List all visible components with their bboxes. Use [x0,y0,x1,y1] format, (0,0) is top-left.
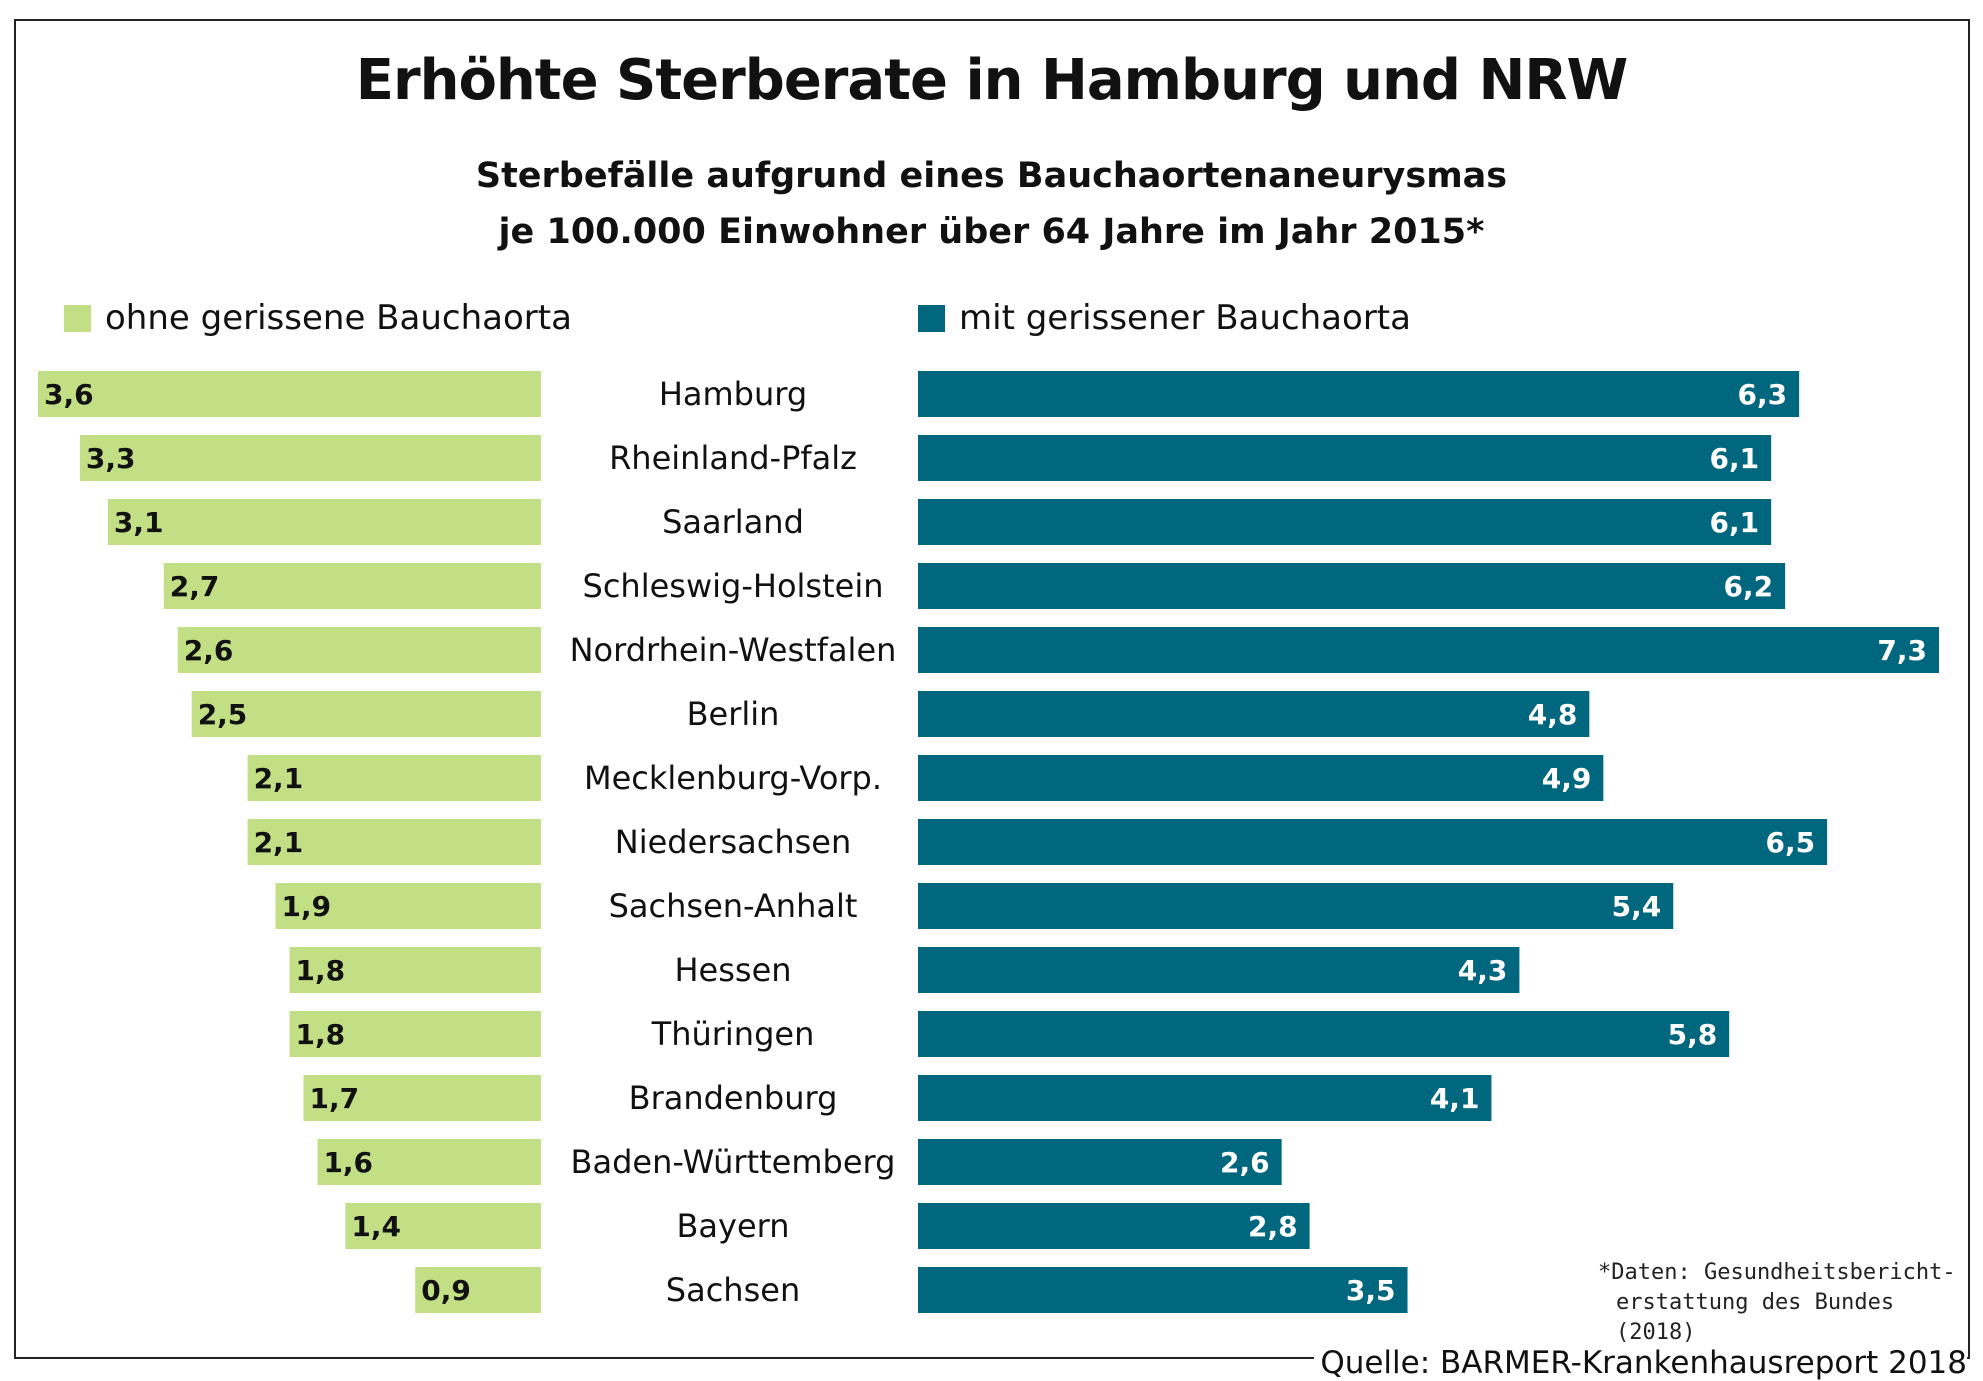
category-label-4: Nordrhein-Westfalen [570,631,897,669]
footnote-line-1: *Daten: Gesundheitsbericht- [1598,1260,1956,1285]
chart-title: Erhöhte Sterberate in Hamburg und NRW [355,48,1629,113]
bar-left-9 [289,947,541,993]
bar-left-label-6: 2,1 [254,762,304,795]
bar-left-14 [415,1267,541,1313]
bar-right-label-12: 2,6 [1220,1146,1270,1179]
bar-right-label-7: 6,5 [1766,826,1816,859]
bar-left-label-8: 1,9 [282,890,332,923]
bar-right-8 [918,883,1674,929]
chart-frame [14,19,1970,1359]
bar-left-label-4: 2,6 [184,634,234,667]
bar-left-3 [163,563,541,609]
bar-left-label-13: 1,4 [351,1210,401,1243]
legend-label-left: ohne gerissene Bauchaorta [105,298,572,338]
bar-left-5 [191,691,541,737]
bar-right-label-14: 3,5 [1346,1274,1396,1307]
bar-right-2 [918,499,1772,545]
category-label-11: Brandenburg [629,1079,838,1117]
bar-left-2 [107,499,541,545]
footnote-line-2: erstattung des Bundes (2018) [1616,1290,1895,1345]
bar-right-10 [918,1011,1730,1057]
category-label-6: Mecklenburg-Vorp. [584,759,882,797]
bar-right-6 [918,755,1604,801]
bar-left-label-0: 3,6 [44,378,94,411]
bar-right-label-13: 2,8 [1248,1210,1298,1243]
category-label-9: Hessen [674,951,791,989]
bar-left-10 [289,1011,541,1057]
bar-left-1 [79,435,542,481]
legend-label-right: mit gerissener Bauchaorta [959,298,1411,338]
bar-left-label-11: 1,7 [309,1082,359,1115]
bar-left-label-14: 0,9 [421,1274,471,1307]
bar-left-label-12: 1,6 [323,1146,373,1179]
category-label-3: Schleswig-Holstein [583,567,884,605]
bar-left-label-9: 1,8 [296,954,346,987]
bar-right-label-5: 4,8 [1528,698,1578,731]
bar-right-1 [918,435,1772,481]
bar-right-12 [918,1139,1282,1185]
bar-left-label-2: 3,1 [114,506,164,539]
bar-right-label-0: 6,3 [1738,378,1788,411]
bar-right-7 [918,819,1828,865]
footnote: *Daten: Gesundheitsbericht- erstattung d… [1598,1258,1983,1348]
bar-right-14 [918,1267,1408,1313]
category-label-14: Sachsen [666,1271,800,1309]
bar-left-12 [317,1139,541,1185]
category-label-7: Niedersachsen [615,823,851,861]
category-label-5: Berlin [687,695,780,733]
bar-left-label-10: 1,8 [296,1018,346,1051]
category-label-8: Sachsen-Anhalt [609,887,858,925]
bar-right-label-10: 5,8 [1668,1018,1718,1051]
category-label-13: Bayern [676,1207,789,1245]
bar-right-9 [918,947,1520,993]
bar-right-label-8: 5,4 [1612,890,1662,923]
chart-subtitle: Sterbefälle aufgrund eines Bauchaortenan… [0,148,1983,260]
category-label-0: Hamburg [659,375,807,413]
bar-left-4 [177,627,541,673]
bar-left-label-3: 2,7 [170,570,220,603]
legend-swatch-right [918,304,945,332]
legend-left: ohne gerissene Bauchaorta [64,298,572,338]
bar-right-label-6: 4,9 [1542,762,1592,795]
category-label-10: Thüringen [651,1015,815,1053]
subtitle-line-1: Sterbefälle aufgrund eines Bauchaortenan… [475,156,1508,196]
bar-left-label-7: 2,1 [254,826,304,859]
bar-left-0 [38,371,541,417]
bar-right-5 [918,691,1590,737]
legend-swatch-left [64,304,91,332]
bar-right-label-11: 4,1 [1430,1082,1480,1115]
category-label-1: Rheinland-Pfalz [609,439,857,477]
bar-right-4 [918,627,1939,673]
bar-right-3 [918,563,1786,609]
category-label-2: Saarland [662,503,804,541]
bar-left-8 [275,883,541,929]
bar-left-11 [303,1075,541,1121]
bar-right-label-2: 6,1 [1710,506,1760,539]
bar-right-0 [918,371,1800,417]
bar-right-label-1: 6,1 [1710,442,1760,475]
bar-left-7 [247,819,542,865]
bar-left-6 [247,755,542,801]
bar-right-label-4: 7,3 [1877,634,1927,667]
source-note: Quelle: BARMER-Krankenhausreport 2018 [1314,1345,1967,1381]
bar-right-11 [918,1075,1492,1121]
bar-right-13 [918,1203,1310,1249]
legend-right: mit gerissener Bauchaorta [918,298,1411,338]
bar-left-label-1: 3,3 [86,442,136,475]
bar-left-13 [345,1203,541,1249]
category-label-12: Baden-Württemberg [571,1143,896,1181]
bar-left-label-5: 2,5 [198,698,248,731]
subtitle-line-2: je 100.000 Einwohner über 64 Jahre im Ja… [498,212,1485,252]
bar-right-label-9: 4,3 [1458,954,1508,987]
bar-right-label-3: 6,2 [1724,570,1774,603]
